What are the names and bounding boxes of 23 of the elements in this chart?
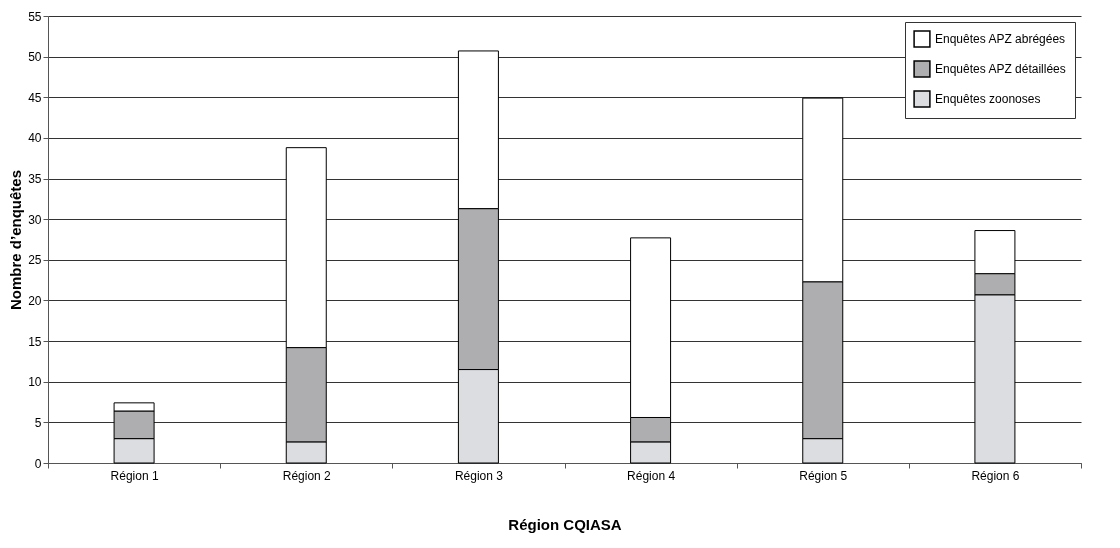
y-tick-label: 20: [28, 293, 42, 308]
x-tick-label: Région 2: [282, 468, 332, 483]
y-tick-label: 15: [28, 334, 42, 349]
legend-label: Enquêtes zoonoses: [935, 92, 1041, 106]
legend-label: Enquêtes APZ détaillées: [935, 62, 1066, 76]
x-tick-label: Région 3: [454, 468, 504, 483]
x-axis-title: Région CQIASA: [508, 515, 622, 533]
legend-label: Enquêtes APZ abrégées: [935, 32, 1066, 46]
y-tick-label: 35: [28, 172, 42, 187]
y-tick-label: 5: [34, 415, 42, 430]
y-axis-title: Nombre d’enquêtes: [7, 169, 25, 311]
y-tick-label: 40: [28, 131, 42, 146]
y-tick-label: 50: [28, 50, 42, 65]
y-tick-label: 10: [28, 375, 42, 390]
y-tick-label: 55: [28, 9, 42, 24]
y-tick-label: 0: [34, 456, 42, 471]
x-tick-label: Région 4: [627, 468, 676, 483]
x-tick-label: Région 5: [799, 468, 848, 483]
y-tick-label: 45: [28, 90, 42, 105]
y-tick-label: 25: [28, 253, 42, 268]
x-tick-label: Région 6: [971, 468, 1020, 483]
y-tick-label: 30: [28, 212, 42, 227]
x-tick-label: Région 1: [110, 468, 159, 483]
